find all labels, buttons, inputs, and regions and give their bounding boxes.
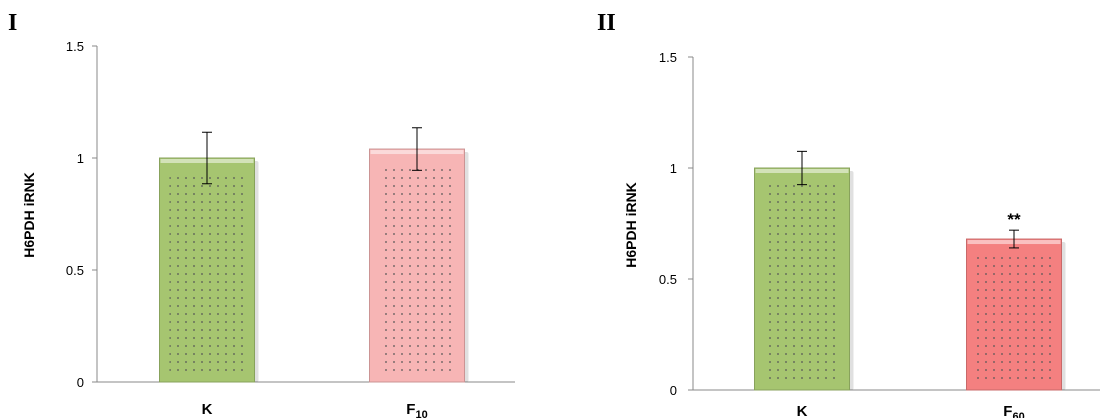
panel-label: I bbox=[8, 10, 17, 36]
y-tick-label: 1 bbox=[670, 161, 677, 176]
x-tick-label: F10 bbox=[406, 401, 427, 418]
y-tick-label: 1 bbox=[77, 151, 84, 166]
significance-label: ** bbox=[1007, 210, 1021, 229]
chart-panel-i: I H6PDH iRNK 0 0.5 1 1.5 K F10 bbox=[8, 10, 515, 418]
y-tick-label: 0.5 bbox=[659, 272, 677, 287]
chart-panel-ii: II H6PDH iRNK 0 0.5 1 1.5 K ** F60 bbox=[597, 10, 1100, 418]
y-tick-label: 1.5 bbox=[66, 39, 84, 54]
y-axis-label: H6PDH iRNK bbox=[21, 172, 37, 258]
x-tick-label: F60 bbox=[1003, 403, 1024, 418]
bar-texture bbox=[764, 182, 840, 380]
bar-texture bbox=[976, 253, 1052, 380]
y-axis-label: H6PDH iRNK bbox=[623, 182, 639, 268]
bar-texture bbox=[169, 172, 245, 372]
panel-label: II bbox=[597, 10, 616, 36]
x-tick-label: K bbox=[202, 401, 213, 418]
x-tick-label: K bbox=[797, 403, 808, 418]
y-tick-label: 1.5 bbox=[659, 50, 677, 65]
y-tick-label: 0.5 bbox=[66, 263, 84, 278]
bar-texture bbox=[379, 163, 455, 372]
y-tick-label: 0 bbox=[670, 383, 677, 398]
y-tick-label: 0 bbox=[77, 375, 84, 390]
